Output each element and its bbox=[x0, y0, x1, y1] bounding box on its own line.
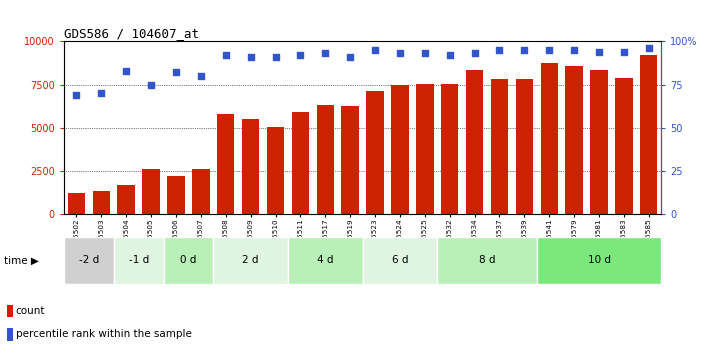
Point bbox=[245, 54, 256, 60]
Bar bbox=[7, 328, 13, 341]
Bar bbox=[515, 79, 533, 214]
Point bbox=[270, 54, 282, 60]
Bar bbox=[114, 237, 164, 284]
Text: -2 d: -2 d bbox=[79, 256, 99, 265]
Point bbox=[493, 47, 505, 53]
Point bbox=[543, 47, 555, 53]
Bar bbox=[590, 70, 608, 214]
Text: 0 d: 0 d bbox=[180, 256, 197, 265]
Point bbox=[469, 51, 481, 56]
Bar bbox=[242, 119, 260, 214]
Bar bbox=[640, 55, 658, 214]
Bar bbox=[366, 90, 384, 214]
Bar bbox=[164, 237, 213, 284]
Bar bbox=[437, 237, 537, 284]
Bar bbox=[363, 237, 437, 284]
Bar bbox=[292, 112, 309, 214]
Text: 6 d: 6 d bbox=[392, 256, 408, 265]
Point bbox=[370, 47, 381, 53]
Point bbox=[95, 90, 107, 96]
Text: 8 d: 8 d bbox=[479, 256, 496, 265]
Bar bbox=[441, 83, 459, 214]
Text: 10 d: 10 d bbox=[587, 256, 611, 265]
Bar bbox=[213, 237, 288, 284]
Text: 4 d: 4 d bbox=[317, 256, 333, 265]
Bar bbox=[288, 237, 363, 284]
Point bbox=[120, 68, 132, 73]
Text: percentile rank within the sample: percentile rank within the sample bbox=[16, 329, 191, 339]
Point bbox=[444, 52, 455, 58]
Point bbox=[70, 92, 82, 98]
Bar bbox=[416, 83, 434, 214]
Bar bbox=[7, 305, 13, 317]
Text: count: count bbox=[16, 306, 45, 316]
Bar bbox=[68, 193, 85, 214]
Point bbox=[220, 52, 232, 58]
Bar bbox=[537, 237, 661, 284]
Bar bbox=[192, 169, 210, 214]
Bar bbox=[64, 237, 114, 284]
Bar bbox=[167, 176, 185, 214]
Point bbox=[419, 51, 431, 56]
Text: GDS586 / 104607_at: GDS586 / 104607_at bbox=[64, 27, 199, 40]
Point bbox=[195, 73, 206, 79]
Bar bbox=[267, 127, 284, 214]
Point bbox=[618, 49, 630, 55]
Bar bbox=[316, 105, 334, 214]
Point bbox=[568, 47, 579, 53]
Point bbox=[593, 49, 604, 55]
Point bbox=[518, 47, 530, 53]
Text: -1 d: -1 d bbox=[129, 256, 149, 265]
Bar bbox=[565, 66, 583, 214]
Text: 2 d: 2 d bbox=[242, 256, 259, 265]
Bar bbox=[117, 185, 135, 214]
Point bbox=[394, 51, 405, 56]
Bar bbox=[217, 114, 235, 214]
Bar bbox=[615, 78, 633, 214]
Bar bbox=[466, 70, 483, 214]
Point bbox=[319, 51, 331, 56]
Point bbox=[344, 54, 356, 60]
Point bbox=[145, 82, 156, 87]
Point bbox=[643, 46, 654, 51]
Bar bbox=[142, 169, 160, 214]
Bar bbox=[540, 63, 558, 214]
Point bbox=[294, 52, 306, 58]
Point bbox=[170, 70, 181, 75]
Text: time ▶: time ▶ bbox=[4, 256, 38, 265]
Bar bbox=[341, 106, 359, 214]
Bar bbox=[92, 190, 110, 214]
Bar bbox=[391, 85, 409, 214]
Bar bbox=[491, 79, 508, 214]
